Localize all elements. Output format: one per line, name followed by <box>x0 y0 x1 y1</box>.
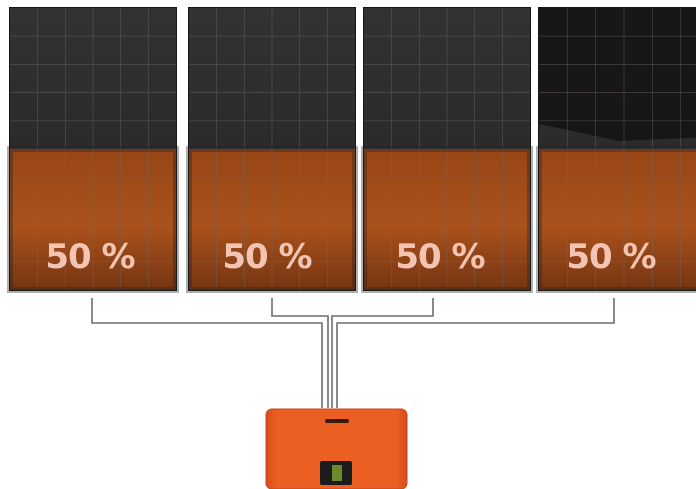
panel-grid <box>189 8 355 290</box>
inverter-display-screen <box>332 465 342 481</box>
panel-lit-vignette <box>536 146 696 293</box>
inverter <box>265 408 408 489</box>
solar-panel-2 <box>186 7 358 293</box>
wire-string-outer <box>91 298 323 408</box>
panel-4-output-label: 50 % <box>566 237 656 277</box>
wire-string-inner-return <box>331 298 434 408</box>
inverter-slot <box>325 419 349 423</box>
panel-lit-area <box>539 149 696 290</box>
panel-grid <box>10 8 176 290</box>
solar-panel-1 <box>7 7 179 293</box>
solar-panels <box>7 7 696 293</box>
panel-1-output-label: 50 % <box>45 237 135 277</box>
panel-lit-vignette <box>7 146 179 293</box>
panel-2-output-label: 50 % <box>222 237 312 277</box>
wire-string-inner <box>271 298 329 408</box>
inverter-body <box>265 408 408 489</box>
solar-panel-3 <box>361 7 533 293</box>
string-wiring <box>91 298 615 408</box>
panel-lit-vignette <box>361 146 533 293</box>
solar-panel-4 <box>536 7 696 293</box>
panel-3-output-label: 50 % <box>395 237 485 277</box>
panel-lit-vignette <box>186 146 358 293</box>
panel-grid <box>539 8 696 290</box>
panel-grid <box>364 8 530 290</box>
panel-shadow <box>539 8 696 141</box>
wire-string-outer-return <box>336 298 615 408</box>
